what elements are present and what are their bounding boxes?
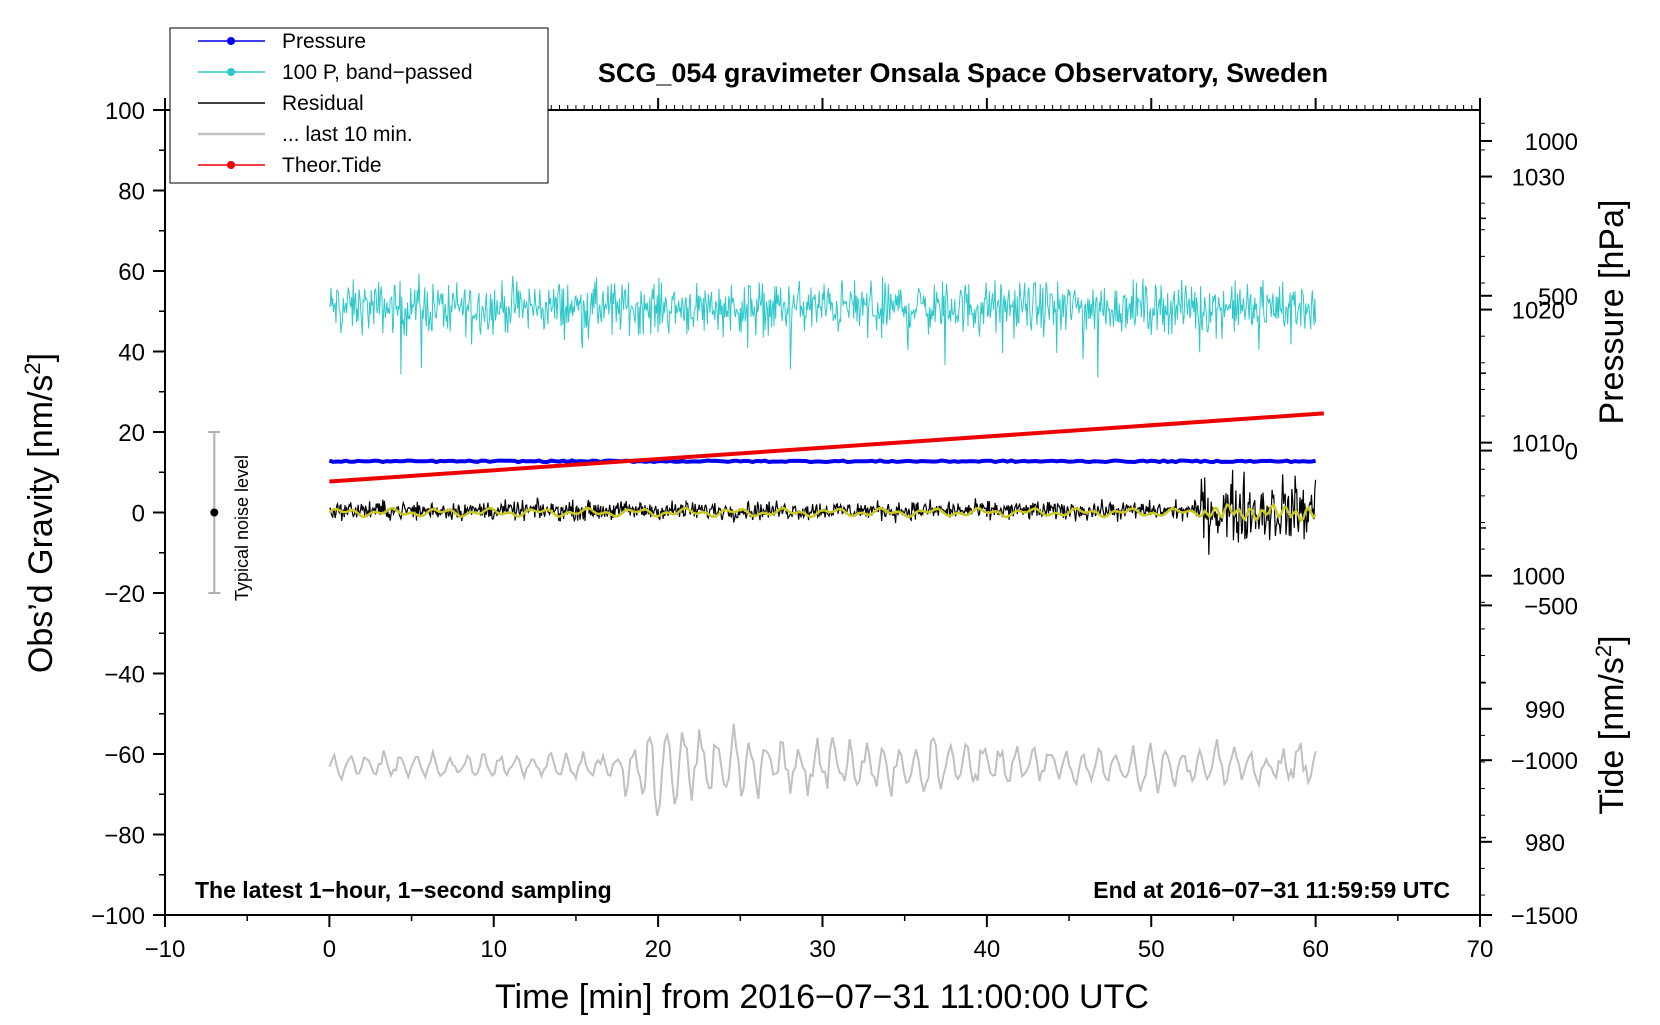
y-axis-label: Obs’d Gravity [nm/s2] [20, 353, 61, 673]
y-tick-label: 60 [118, 259, 145, 286]
tide-tick-label: −1500 [1511, 903, 1578, 930]
x-tick-label: 70 [1467, 936, 1494, 963]
tide-axis-label-sup: 2 [1591, 645, 1616, 657]
tide-axis-label: Tide [nm/s2] [1591, 635, 1632, 814]
legend: Pressure 100 P, band−passed Residual ... la… [169, 27, 549, 184]
noise-level-marker: Typical noise level [208, 431, 252, 601]
legend-swatch-dot [227, 68, 235, 76]
pressure-tick-label: 980 [1525, 830, 1565, 857]
pressure-axis-label: Pressure [hPa] [1593, 200, 1631, 425]
legend-label: ... last 10 min. [282, 123, 413, 146]
y-tick-label: −80 [104, 823, 145, 850]
x-tick-label: 50 [1138, 936, 1165, 963]
y-tick-label: −60 [104, 742, 145, 769]
tide-tick-label: 1000 [1525, 129, 1578, 156]
tide-tick-label: 500 [1538, 284, 1578, 311]
x-tick-label: 40 [974, 936, 1001, 963]
y-tick-label: 80 [118, 179, 145, 206]
series-layer [328, 273, 1324, 817]
x-tick-label: −10 [145, 936, 186, 963]
x-tick-label: 10 [480, 936, 507, 963]
legend-label: Theor.Tide [282, 154, 382, 177]
pressure-tick-label: 1010 [1512, 431, 1565, 458]
x-axis-label: Time [min] from 2016−07−31 11:00:00 UTC [495, 978, 1149, 1016]
smoothed-residual-line [328, 502, 1317, 523]
x-tick-label: 0 [323, 936, 336, 963]
y-tick-label: 20 [118, 420, 145, 447]
bandpassed-pressure-line [328, 273, 1317, 378]
pressure-tick-label: 1000 [1512, 564, 1565, 591]
legend-swatch-dot [227, 37, 235, 45]
legend-swatch-dot [227, 161, 235, 169]
y-tick-label: 100 [105, 98, 145, 125]
y-axis-label-end: ] [22, 353, 60, 362]
tide-axis-label-main: Tide [nm/s [1593, 657, 1631, 814]
pressure-tick-label: 1020 [1512, 298, 1565, 325]
legend-label: Residual [282, 92, 364, 115]
tide-tick-label: 0 [1565, 439, 1578, 466]
ticks-layer: −10 0 10 20 30 40 50 60 70−100−80−60−40−20020406… [91, 98, 1578, 963]
y-tick-label: −40 [104, 662, 145, 689]
annotation-end-time: End at 2016−07−31 11:59:59 UTC [1093, 877, 1450, 903]
y-axis-label-sup: 2 [20, 362, 45, 374]
tide-tick-label: −500 [1524, 593, 1578, 620]
x-tick-label: 60 [1302, 936, 1329, 963]
noise-level-label: Typical noise level [232, 455, 252, 601]
y-tick-label: −20 [104, 581, 145, 608]
pressure-tick-label: 1030 [1512, 165, 1565, 192]
annotation-sampling: The latest 1−hour, 1−second sampling [195, 877, 612, 903]
tide-axis-label-end: ] [1593, 635, 1631, 644]
y-tick-label: 40 [118, 340, 145, 367]
legend-label: 100 P, band−passed [282, 61, 473, 84]
theoretical-tide-line [329, 411, 1324, 484]
y-tick-label: 0 [132, 501, 145, 528]
legend-label: Pressure [282, 30, 366, 53]
legend-box [169, 27, 549, 184]
y-axis-label-main: Obs’d Gravity [nm/s [22, 375, 60, 674]
chart-title: SCG_054 gravimeter Onsala Space Observat… [598, 58, 1328, 88]
x-tick-label: 20 [645, 936, 672, 963]
tide-tick-label: −1000 [1511, 748, 1578, 775]
pressure-tick-label: 990 [1525, 697, 1565, 724]
noise-center-dot [210, 508, 219, 517]
last-10-min-line [328, 723, 1317, 817]
y-tick-label: −100 [91, 903, 145, 930]
x-tick-label: 30 [809, 936, 836, 963]
pressure-line [328, 458, 1317, 465]
